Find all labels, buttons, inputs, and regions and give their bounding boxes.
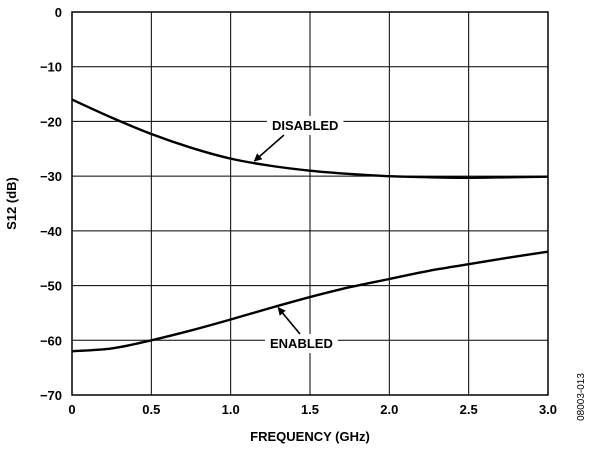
y-tick-label: −30 — [40, 169, 62, 184]
x-tick-label: 0.5 — [142, 402, 160, 417]
figure-id: 08003-013 — [576, 373, 587, 421]
x-axis-label: FREQUENCY (GHz) — [250, 429, 370, 444]
x-tick-label: 1.0 — [222, 402, 240, 417]
y-tick-label: 0 — [55, 5, 62, 20]
series-line-disabled — [71, 98, 549, 179]
series-layer — [71, 98, 549, 353]
annotation-disabled-arrow — [253, 134, 285, 162]
annotation-enabled: ENABLED — [265, 307, 338, 353]
x-tick-label: 0 — [68, 402, 75, 417]
y-tick-label: −60 — [40, 333, 62, 348]
y-tick-labels: 0 −10 −20 −30 −40 −50 −60 −70 — [40, 5, 62, 403]
y-tick-label: −10 — [40, 60, 62, 75]
plot-frame — [71, 11, 549, 396]
y-tick-label: −70 — [40, 388, 62, 403]
y-tick-label: −20 — [40, 114, 62, 129]
x-tick-label: 3.0 — [539, 402, 557, 417]
series-line-enabled — [71, 250, 549, 353]
annotation-enabled-background — [265, 334, 338, 353]
annotation-enabled-label: ENABLED — [270, 336, 333, 351]
annotation-disabled-background — [267, 116, 344, 135]
y-tick-label: −40 — [40, 224, 62, 239]
x-tick-label: 2.0 — [380, 402, 398, 417]
x-tick-labels: 0 0.5 1.0 1.5 2.0 2.5 3.0 — [68, 402, 557, 417]
y-axis-label: S12 (dB) — [4, 177, 19, 230]
annotation-enabled-arrow — [277, 307, 301, 335]
annotation-disabled-label: DISABLED — [272, 118, 338, 133]
annotation-disabled: DISABLED — [253, 116, 344, 162]
x-tick-label: 2.5 — [460, 402, 478, 417]
y-tick-label: −50 — [40, 279, 62, 294]
x-tick-label: 1.5 — [301, 402, 319, 417]
